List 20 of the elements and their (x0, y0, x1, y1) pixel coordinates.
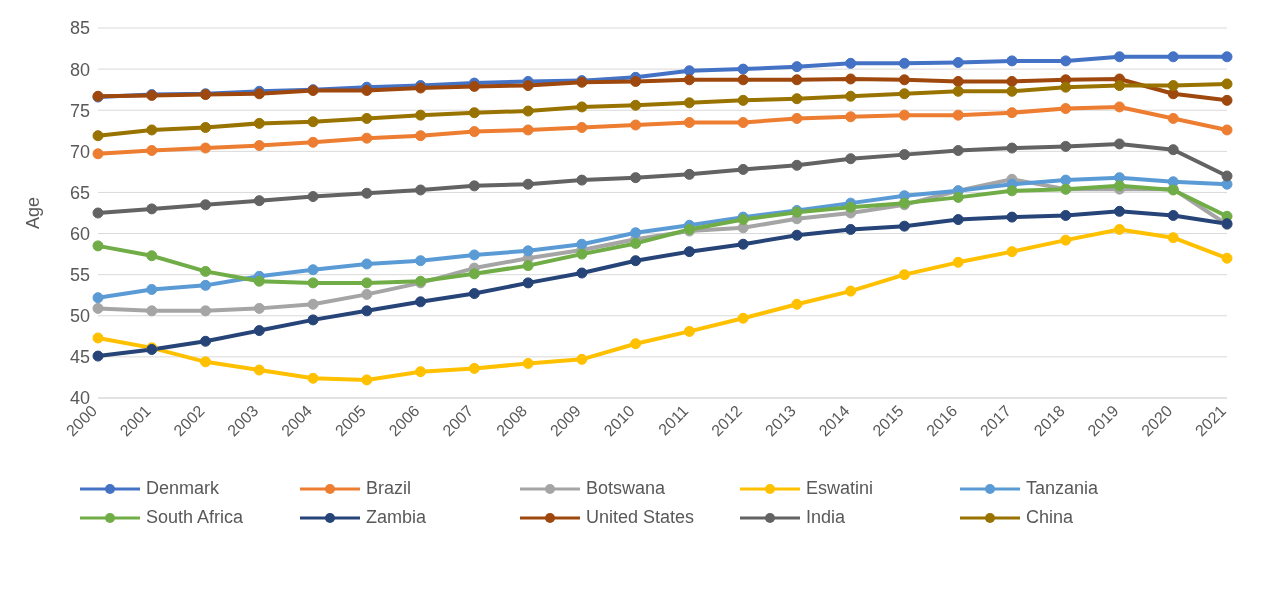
legend-label: India (806, 507, 846, 528)
y-tick-label: 65 (69, 182, 90, 203)
legend-label: Tanzania (1026, 478, 1099, 499)
y-axis-title: Age (23, 196, 44, 230)
y-tick-label: 75 (69, 100, 90, 121)
y-tick-label: 60 (69, 223, 90, 244)
y-tick-label: 45 (69, 347, 90, 368)
legend-label: United States (586, 507, 695, 528)
y-tick-label: 55 (69, 265, 90, 286)
y-tick-label: 70 (69, 141, 90, 162)
legend-label: Eswatini (806, 478, 874, 499)
legend-label: Botswana (586, 478, 666, 499)
legend-label: Denmark (146, 478, 220, 499)
y-tick-label: 85 (69, 18, 90, 39)
legend-label: China (1026, 507, 1074, 528)
y-tick-label: 80 (69, 59, 90, 80)
legend-label: South Africa (146, 507, 244, 528)
legend-label: Zambia (366, 507, 427, 528)
legend-label: Brazil (366, 478, 412, 499)
y-tick-label: 50 (69, 306, 90, 327)
